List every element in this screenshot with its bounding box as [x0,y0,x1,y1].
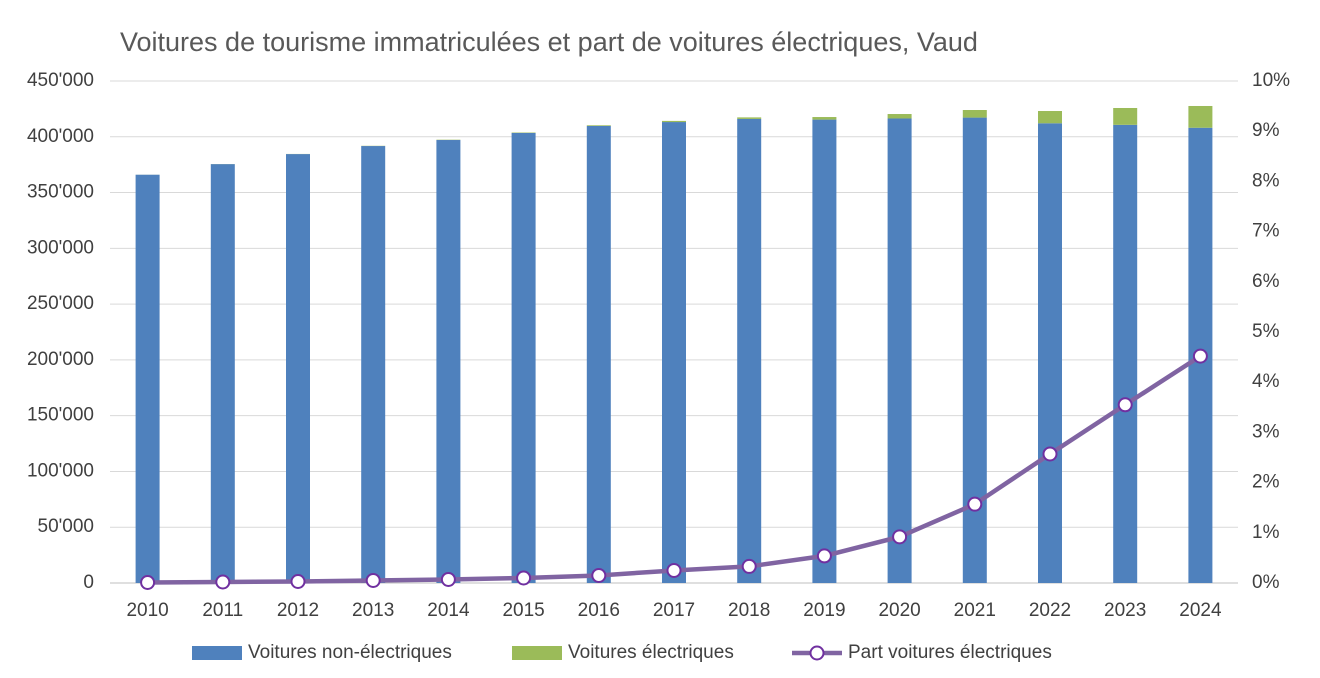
x-tick-label: 2023 [1104,600,1146,621]
bar [887,118,912,583]
x-tick-label: 2019 [803,600,845,621]
x-tick-label: 2022 [1029,600,1071,621]
y2-tick-label: 3% [1252,421,1280,442]
line-marker [816,548,832,564]
y2-tick-label: 10% [1252,70,1290,91]
y-tick-label: 100'000 [27,460,94,481]
bar [1113,107,1138,125]
y-tick-label: 350'000 [27,182,94,203]
bar [812,117,837,120]
bar [662,120,686,123]
line-marker [892,529,908,545]
y2-tick-label: 4% [1252,371,1280,392]
x-tick-label: 2024 [1179,600,1222,621]
legend-label: Voitures non-électriques [248,642,452,663]
y2-tick-label: 9% [1252,120,1280,141]
bar [586,125,611,126]
x-tick-label: 2010 [126,600,168,621]
line-marker [215,574,231,590]
bar [1188,105,1213,128]
line-marker [365,572,381,588]
y2-tick-label: 6% [1252,271,1280,292]
bar [1038,111,1062,124]
bar [1038,123,1062,584]
x-tick-label: 2013 [352,600,394,621]
line-marker [1042,446,1058,462]
x-tick-label: 2017 [653,600,695,621]
y-tick-label: 300'000 [27,237,94,258]
legend-swatch [512,646,562,660]
x-tick-label: 2014 [427,600,470,621]
bar [662,122,686,584]
y-tick-label: 450'000 [27,70,94,91]
bar [135,174,160,583]
legend-label: Voitures électriques [568,642,734,663]
bar [737,118,762,583]
bar [887,114,912,119]
x-tick-label: 2021 [954,600,996,621]
line-marker [1192,348,1208,364]
bar [286,154,310,583]
legend-swatch [192,646,242,660]
y2-tick-label: 1% [1252,522,1280,543]
y2-tick-label: 5% [1252,321,1280,342]
line-marker [967,496,983,512]
x-tick-label: 2016 [578,600,620,621]
y2-tick-label: 8% [1252,170,1280,191]
line-marker [591,567,607,583]
y-tick-label: 50'000 [38,516,94,537]
legend-swatch [809,645,825,661]
bar [962,117,987,584]
y2-tick-label: 7% [1252,221,1280,242]
line-marker [741,558,757,574]
y2-tick-label: 0% [1252,572,1280,593]
y-tick-label: 150'000 [27,405,94,426]
bar [586,125,611,584]
bar [737,117,762,119]
x-tick-label: 2011 [202,600,243,621]
y2-tick-label: 2% [1252,472,1280,493]
line-marker [440,571,456,587]
y-tick-label: 250'000 [27,293,94,314]
bar [962,110,987,118]
y-tick-label: 200'000 [27,349,94,370]
line-marker [1117,397,1133,413]
line-marker [140,574,156,590]
x-tick-label: 2018 [728,600,770,621]
x-tick-label: 2015 [502,600,544,621]
bar [812,119,837,584]
line-marker [290,573,306,589]
x-tick-label: 2012 [277,600,319,621]
y-tick-label: 0 [83,572,94,593]
bar [361,146,386,583]
line-marker [666,562,682,578]
bar [210,164,235,583]
y-tick-label: 400'000 [27,126,94,147]
line-marker [516,570,532,586]
bar [1113,124,1138,583]
legend-label: Part voitures électriques [848,642,1052,663]
bar [436,140,461,584]
x-tick-label: 2020 [878,600,920,621]
bar [511,132,536,583]
chart-title: Voitures de tourisme immatriculées et pa… [120,27,978,57]
